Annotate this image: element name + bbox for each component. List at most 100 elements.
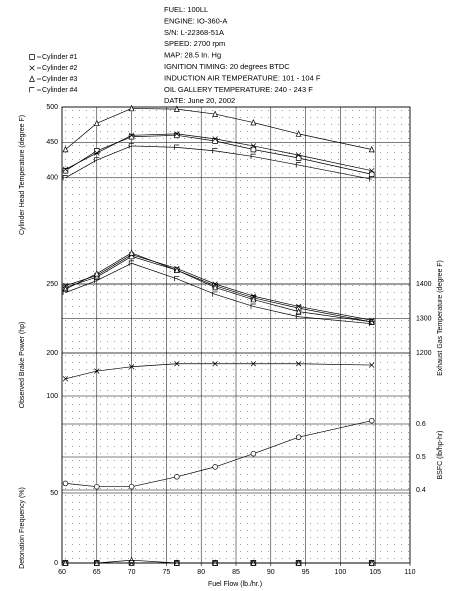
data-point: [368, 318, 375, 325]
data-point: [94, 483, 100, 490]
series-line: [65, 262, 372, 325]
series-line: [65, 256, 372, 323]
legend-marker: [29, 87, 35, 93]
data-point: [128, 249, 135, 256]
data-point: [212, 110, 219, 117]
y-tick-label: 1400: [416, 281, 432, 288]
data-point: [94, 368, 100, 374]
data-point: [94, 157, 100, 163]
header-note: FUEL: 100LL: [164, 5, 208, 14]
x-tick-label: 105: [369, 569, 381, 576]
data-point: [128, 364, 135, 370]
x-tick-label: 110: [404, 569, 415, 576]
legend-label: Cylinder #4: [42, 87, 78, 94]
data-point: [174, 144, 180, 150]
header-note: DATE: June 20, 2002: [164, 96, 235, 105]
data-point: [212, 464, 218, 470]
data-point: [128, 483, 135, 490]
data-point: [174, 560, 180, 566]
data-point: [173, 266, 180, 273]
header-note: OIL GALLERY TEMPERATURE: 240 - 243 F: [164, 85, 313, 94]
data-point: [173, 105, 180, 112]
data-point: [62, 560, 68, 566]
y-axis-label: Cylinder Head Temperature (degree F): [19, 115, 26, 235]
series-line: [65, 252, 372, 323]
series-line: [65, 134, 372, 175]
data-point: [62, 175, 68, 181]
x-tick-label: 70: [128, 569, 136, 576]
data-point: [62, 166, 69, 172]
header-note: ENGINE: IO-360-A: [164, 16, 227, 25]
data-point: [369, 168, 375, 174]
data-point: [250, 361, 257, 367]
data-point: [295, 162, 302, 168]
header-note: IGNITION TIMING: 20 degrees BTDC: [164, 62, 290, 71]
y-tick-label: 1200: [416, 350, 432, 357]
data-point: [368, 145, 375, 153]
y-axis-label: Exhaust Gas Temperature (degree F): [437, 260, 444, 376]
x-tick-label: 75: [163, 569, 171, 576]
legend-label: Cylinder #2: [42, 65, 78, 72]
x-axis-label: Fuel Flow (lb./hr.): [208, 581, 262, 588]
x-tick-label: 95: [302, 569, 310, 576]
data-point: [295, 303, 302, 310]
legend-label: Cylinder #1: [42, 54, 78, 61]
y-tick-label: 0: [54, 560, 58, 567]
y-axis-label: BSFC (lb/hp-hr): [437, 430, 444, 479]
data-point: [295, 155, 302, 161]
y-tick-label: 1300: [416, 315, 432, 322]
data-point: [250, 143, 257, 149]
data-point: [174, 361, 180, 367]
legend-label: Cylinder #3: [42, 76, 78, 83]
header-note: MAP: 28.5 In. Hg: [164, 51, 221, 60]
data-point: [250, 295, 257, 303]
y-tick-label: 200: [46, 350, 58, 357]
y-tick-label: 100: [46, 393, 58, 400]
data-point: [212, 148, 218, 154]
data-point: [295, 152, 302, 158]
x-tick-label: 65: [93, 569, 101, 576]
data-point: [212, 283, 219, 291]
data-point: [250, 560, 256, 566]
data-point: [93, 119, 100, 127]
data-point: [250, 303, 256, 309]
data-point: [62, 480, 69, 487]
data-point: [369, 362, 375, 368]
data-point: [62, 376, 69, 382]
y-tick-label: 0.5: [416, 454, 426, 461]
data-point: [295, 434, 302, 440]
y-tick-label: 400: [46, 175, 58, 182]
data-point: [128, 260, 134, 266]
data-point: [128, 143, 134, 149]
y-axis-label: Detonation Frequency (%): [19, 487, 26, 569]
legend-marker: [29, 75, 35, 82]
x-tick-label: 80: [197, 569, 205, 576]
data-point: [128, 104, 135, 112]
series-line: [65, 363, 372, 380]
data-point: [128, 132, 135, 138]
series-line: [65, 145, 372, 180]
data-point: [295, 560, 302, 566]
legend-marker: [29, 54, 35, 60]
data-point: [295, 307, 302, 315]
y-axis-label: Observed Brake Power (hp): [19, 322, 26, 409]
data-point: [368, 320, 375, 327]
series-line: [65, 108, 372, 150]
data-point: [295, 130, 302, 137]
data-point: [368, 417, 375, 424]
x-tick-label: 100: [335, 569, 347, 576]
x-tick-label: 85: [232, 569, 240, 576]
x-tick-label: 90: [267, 569, 275, 576]
data-point: [295, 361, 302, 367]
x-tick-label: 60: [58, 569, 66, 576]
data-point: [368, 176, 375, 182]
data-point: [94, 560, 100, 566]
series-line: [65, 133, 372, 172]
data-point: [250, 118, 257, 126]
data-point: [128, 556, 135, 563]
data-point: [174, 474, 180, 480]
data-point: [212, 560, 218, 566]
legend-marker: [29, 65, 35, 71]
data-point: [368, 560, 375, 566]
header-note: S/N: L-22368-51A: [164, 28, 224, 37]
